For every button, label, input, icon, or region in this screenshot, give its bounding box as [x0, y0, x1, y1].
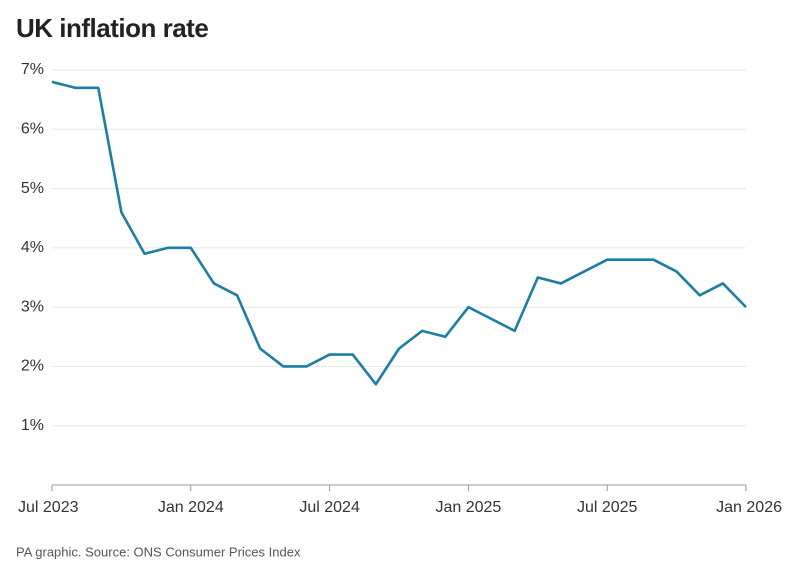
y-tick-label: 2% [21, 358, 44, 375]
x-tick-label: Jan 2026 [716, 499, 782, 516]
y-tick-label: 1% [21, 417, 44, 434]
y-tick-label: 6% [21, 121, 44, 138]
x-tick-label: Jul 2023 [18, 499, 79, 516]
y-tick-label: 7% [21, 61, 44, 78]
y-tick-label: 3% [21, 298, 44, 315]
x-tick-label: Jan 2024 [158, 499, 224, 516]
x-tick-label: Jul 2024 [299, 499, 360, 516]
x-tick-label: Jan 2025 [435, 499, 501, 516]
source-note: PA graphic. Source: ONS Consumer Prices … [16, 544, 301, 559]
chart-title: UK inflation rate [16, 13, 208, 43]
y-tick-label: 5% [21, 180, 44, 197]
x-tick-label: Jul 2025 [577, 499, 638, 516]
y-tick-label: 4% [21, 239, 44, 256]
data-line [51, 80, 747, 386]
